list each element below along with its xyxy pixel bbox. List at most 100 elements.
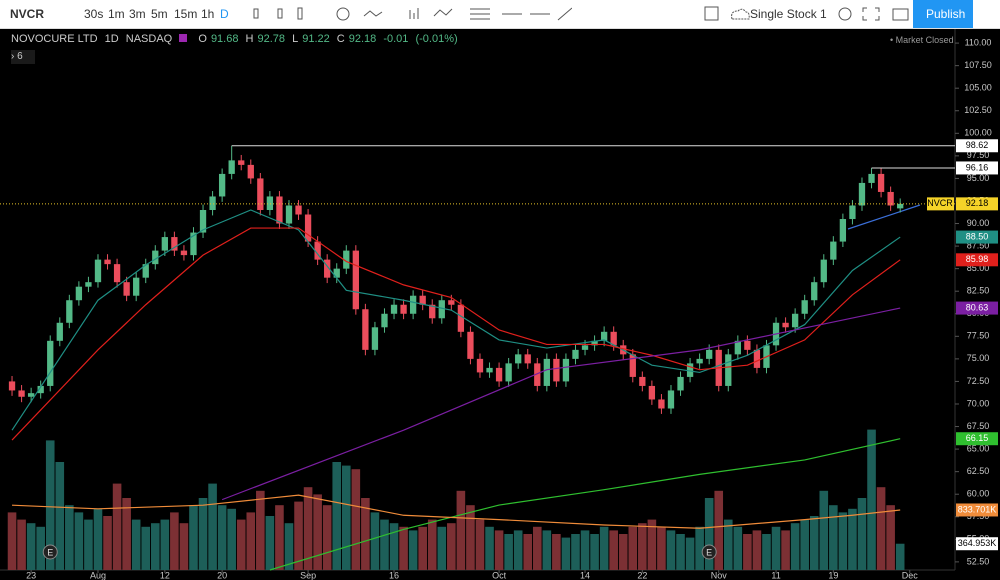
candle-body <box>142 264 149 278</box>
volume-bar <box>17 519 26 570</box>
high-label-box <box>956 139 998 153</box>
settings-icons[interactable] <box>836 5 912 23</box>
volume-bar <box>895 543 905 570</box>
candle-body <box>467 331 474 359</box>
candle-body <box>820 259 827 283</box>
volume-bar <box>867 429 876 570</box>
interval[interactable]: 15m <box>174 7 198 21</box>
layout-icons[interactable] <box>704 6 824 22</box>
x-tick-label: 23 <box>26 570 36 580</box>
low: 91.22 <box>302 33 330 45</box>
volume-bar <box>380 519 389 570</box>
interval[interactable]: 5m <box>151 7 168 21</box>
y-tick-label: 110.00 <box>965 37 992 47</box>
company: NOVOCURE LTD <box>11 33 98 45</box>
y-tick-label: 75.00 <box>967 353 990 363</box>
volume-bar <box>752 530 762 570</box>
icon[interactable] <box>704 6 719 21</box>
volume-bar <box>886 505 895 570</box>
candle-body <box>333 268 340 278</box>
y-tick-label: 70.00 <box>967 398 990 408</box>
icon[interactable] <box>862 7 880 21</box>
volume-bar <box>131 519 141 570</box>
candle-body <box>610 331 617 346</box>
icon[interactable] <box>838 7 852 21</box>
volume-bar <box>303 487 313 570</box>
volume-bar <box>322 505 332 570</box>
candle-body <box>276 196 283 224</box>
icon[interactable] <box>409 8 419 19</box>
icon[interactable] <box>363 10 383 17</box>
icon[interactable] <box>433 8 453 17</box>
interval[interactable]: D <box>220 7 229 21</box>
y-tick-label: 82.50 <box>967 286 990 296</box>
candle-body <box>8 381 16 391</box>
open: 91.68 <box>210 33 239 45</box>
line-label: 85.98 <box>966 254 989 264</box>
volume-bar <box>790 523 800 570</box>
x-tick-label: 14 <box>580 570 590 580</box>
volume-bar <box>332 462 342 570</box>
candle-body <box>362 309 369 350</box>
volume-label-box <box>956 537 998 551</box>
x-tick-label: 12 <box>160 570 170 580</box>
candle-body <box>218 173 226 197</box>
indicators-toggle[interactable]: › 6 <box>11 50 35 64</box>
volume-bar <box>857 498 867 570</box>
icon[interactable] <box>892 8 909 21</box>
candle-body <box>66 300 73 323</box>
y-tick-label: 100.00 <box>964 128 992 138</box>
candle-body <box>524 354 531 364</box>
x-tick-label: 22 <box>637 570 647 580</box>
interval[interactable]: 3m <box>129 7 146 21</box>
icon[interactable] <box>336 7 350 21</box>
toolbar-icons[interactable] <box>252 6 572 22</box>
interval[interactable]: 1m <box>108 7 125 21</box>
symbol-label: NVCR <box>927 198 953 208</box>
candle-body <box>677 376 684 391</box>
icon[interactable] <box>731 8 750 20</box>
volume-bar <box>819 490 829 570</box>
volume-bar <box>370 512 380 570</box>
publish-label[interactable]: Publish <box>926 7 966 21</box>
high-label: 98.62 <box>966 140 989 150</box>
line-label-box <box>956 432 998 446</box>
volume-bar <box>571 534 580 570</box>
icon[interactable] <box>253 8 259 19</box>
candle-body <box>381 313 388 328</box>
publish-button[interactable] <box>913 0 973 28</box>
icon[interactable] <box>470 8 490 20</box>
volume-bar <box>418 526 427 570</box>
y-tick-label: 62.50 <box>967 466 990 476</box>
candle-body <box>486 367 493 373</box>
candle-body <box>753 349 761 368</box>
line-label: 80.63 <box>966 302 989 312</box>
volume-bar <box>208 483 217 570</box>
candle-body <box>199 210 207 233</box>
volume-bar <box>389 523 399 570</box>
candle-body <box>706 349 713 359</box>
candle-body <box>887 191 894 206</box>
volume-bar <box>513 530 523 570</box>
volume-bar <box>676 534 685 570</box>
candle-body <box>94 259 102 283</box>
interval[interactable]: 1h <box>201 7 215 21</box>
icon[interactable] <box>557 7 572 21</box>
candle-body <box>37 385 44 394</box>
icon[interactable] <box>277 8 283 19</box>
candle-body <box>849 205 856 220</box>
volume-bar <box>65 505 74 570</box>
candle-body <box>897 203 904 209</box>
candle-body <box>180 250 188 256</box>
change: -0.01 <box>383 33 409 45</box>
symbol[interactable]: NVCR <box>10 7 45 21</box>
interval[interactable]: 30s <box>84 7 104 21</box>
y-tick-label: 85.00 <box>967 263 990 273</box>
volume-bar <box>447 523 456 570</box>
volume-bar <box>427 519 437 570</box>
icon[interactable] <box>297 7 303 20</box>
y-tick-label: 87.50 <box>967 240 990 250</box>
layout-name[interactable]: Single Stock 1 <box>750 7 827 21</box>
volume-bar <box>590 534 599 570</box>
volume-bar <box>781 530 790 570</box>
